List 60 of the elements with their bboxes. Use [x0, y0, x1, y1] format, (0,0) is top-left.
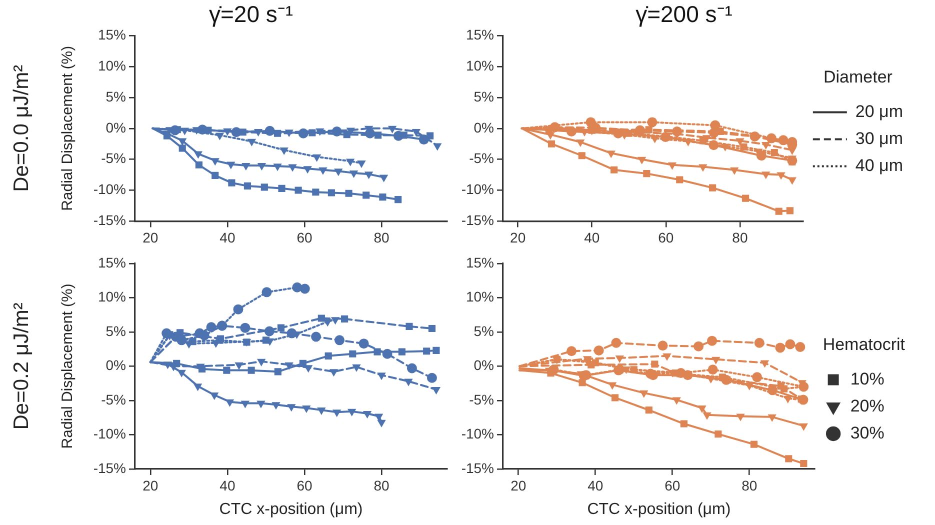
x-tick-label: 40	[584, 229, 600, 246]
x-tick-label: 60	[296, 477, 312, 494]
x-tick-label: 80	[374, 229, 390, 246]
y-tick-label: -5%	[101, 391, 126, 408]
legend-label: 20%	[850, 396, 884, 416]
x-tick-label: 80	[732, 229, 748, 246]
y-tick-label: -15%	[93, 212, 126, 228]
y-tick-label: -5%	[101, 150, 126, 166]
chart-title: γ̇=200 s⁻¹	[636, 1, 733, 28]
legend-label: 30 μm	[855, 128, 904, 148]
y-tick-label: 5%	[474, 322, 494, 339]
x-tick-label: 80	[374, 477, 390, 494]
y-tick-label: -5%	[469, 391, 494, 408]
y-tick-label: 10%	[98, 57, 126, 74]
y-tick-label: -10%	[461, 426, 494, 442]
y-tick-label: -10%	[93, 181, 126, 198]
y-axis-title: Radial Displacement (%)	[59, 284, 76, 449]
x-tick-label: 20	[142, 477, 158, 494]
x-tick-label: 20	[510, 229, 526, 246]
legend-label: 20 μm	[855, 102, 904, 121]
y-tick-label: 15%	[98, 26, 126, 42]
legend-label: 40 μm	[855, 156, 904, 175]
y-tick-label: 5%	[106, 88, 126, 104]
y-tick-label: 0%	[106, 357, 126, 374]
x-tick-label: 60	[296, 229, 312, 246]
y-tick-label: -10%	[461, 181, 494, 198]
x-axis-title: CTC x-position (μm)	[219, 500, 363, 518]
chart-title: γ̇=20 s⁻¹	[208, 1, 294, 28]
y-tick-label: -15%	[461, 460, 494, 476]
y-tick-label: 0%	[106, 119, 126, 136]
x-tick-label: 60	[658, 229, 674, 246]
y-tick-label: 10%	[98, 288, 126, 305]
y-tick-label: 5%	[474, 88, 494, 104]
legend-title: Diameter	[823, 67, 893, 86]
y-tick-label: -10%	[93, 426, 126, 442]
x-tick-label: 40	[588, 477, 604, 494]
y-tick-label: -15%	[461, 212, 494, 228]
y-tick-label: -15%	[93, 460, 126, 476]
x-tick-label: 20	[510, 477, 526, 494]
x-tick-label: 20	[142, 229, 158, 246]
x-tick-label: 40	[220, 229, 236, 246]
x-axis-title: CTC x-position (μm)	[587, 500, 731, 518]
x-tick-label: 60	[664, 477, 680, 494]
text: De=0.0 μJ/m²	[10, 64, 33, 192]
y-tick-label: 0%	[474, 357, 494, 374]
y-tick-label: 10%	[466, 57, 494, 74]
y-tick-label: 15%	[466, 26, 494, 42]
x-tick-label: 40	[220, 477, 236, 494]
text: De=0.2 μJ/m²	[10, 302, 33, 430]
y-tick-label: 0%	[474, 119, 494, 136]
y-axis-title: Radial Displacement (%)	[59, 46, 76, 211]
y-tick-label: 15%	[466, 254, 494, 270]
legend-title: Hematocrit	[822, 334, 906, 354]
legend-label: 30%	[850, 423, 884, 442]
y-tick-label: 15%	[98, 254, 126, 270]
y-tick-label: -5%	[469, 150, 494, 166]
x-tick-label: 80	[742, 477, 758, 494]
y-tick-label: 10%	[466, 288, 494, 305]
legend-label: 10%	[850, 369, 884, 388]
y-tick-label: 5%	[106, 322, 126, 339]
